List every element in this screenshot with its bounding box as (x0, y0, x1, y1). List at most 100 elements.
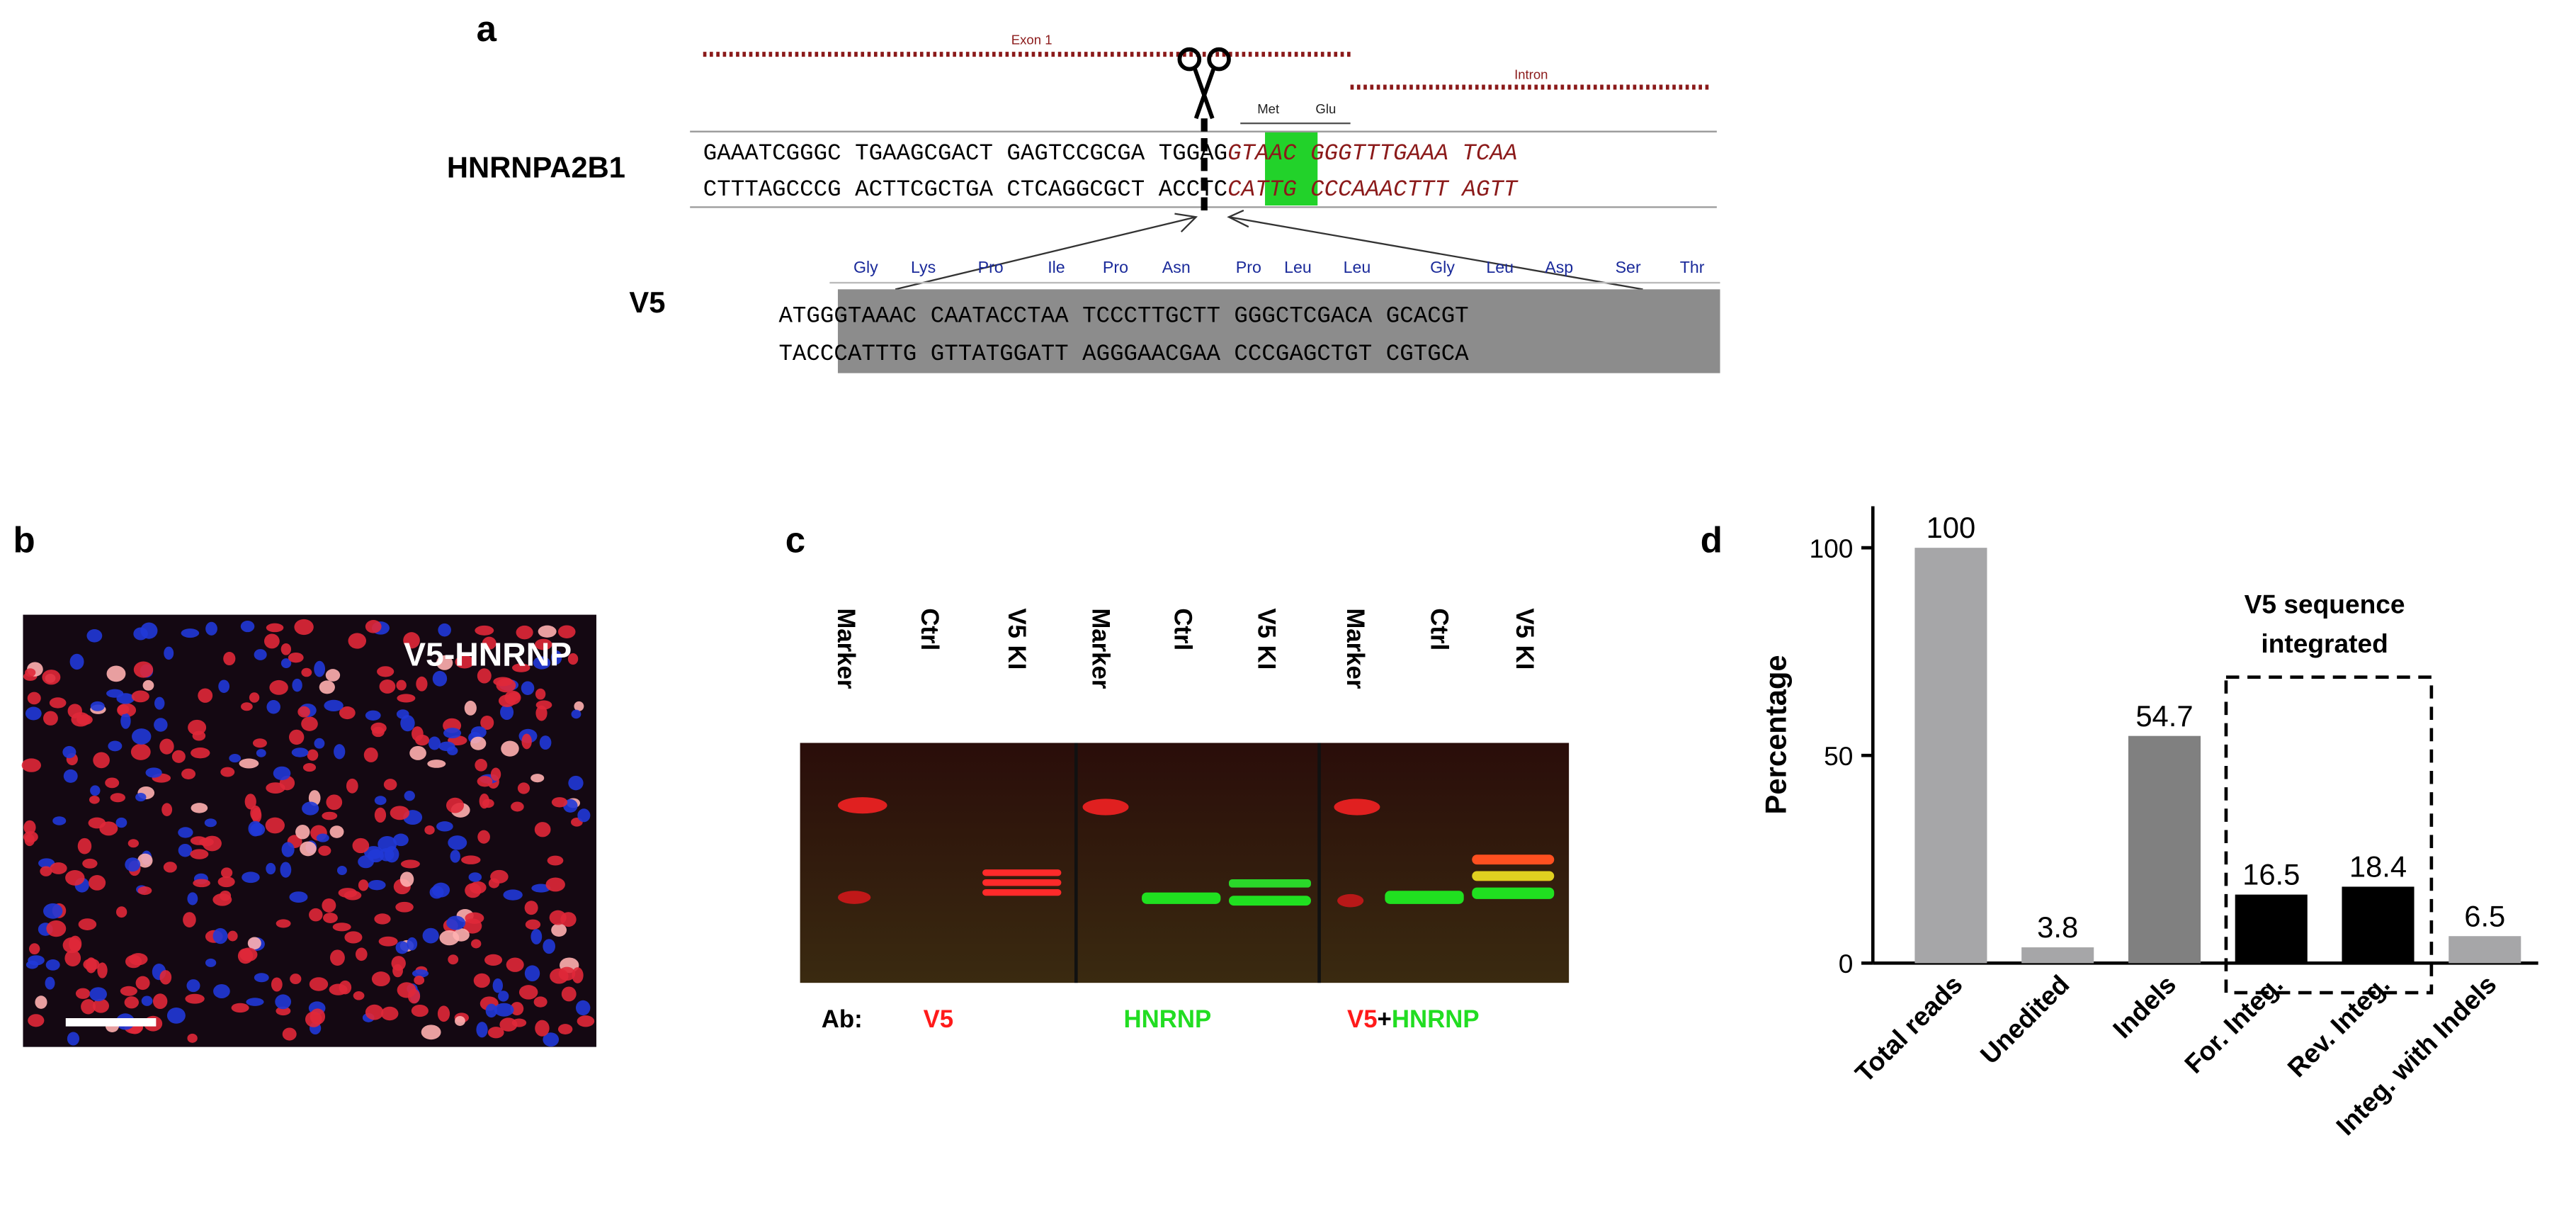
nucleus (464, 700, 477, 716)
nucleus (117, 704, 130, 715)
nucleus (64, 949, 81, 966)
nucleus (227, 930, 238, 942)
nucleus (152, 993, 168, 1010)
codon-label: Glu (1315, 101, 1336, 116)
nucleus (106, 665, 126, 682)
lane-label: Marker (1086, 608, 1113, 689)
bar (2342, 886, 2415, 964)
nucleus (539, 735, 552, 750)
nucleus (292, 678, 302, 692)
nucleus (309, 977, 329, 991)
amino-acid: Asn (1162, 258, 1191, 276)
amino-acid: Pro (1236, 258, 1261, 276)
nucleus (365, 620, 382, 633)
lane-label: Ctrl (916, 608, 943, 650)
nucleus (516, 625, 533, 640)
nucleus (21, 758, 41, 772)
x-tick-label: Rev. Integ. (2281, 969, 2395, 1083)
nucleus (479, 793, 489, 809)
nucleus (181, 628, 200, 638)
nucleus (535, 1020, 550, 1037)
x-tick-label: Indels (2107, 969, 2182, 1044)
nucleus (571, 709, 581, 719)
nucleus (77, 837, 92, 854)
gene-sequence: GAAATCGGGC TGAAGCGACT GAGTCCGCGA TGGAGGT… (703, 140, 1518, 167)
nucleus (355, 947, 368, 961)
arrow-head (1174, 213, 1198, 232)
nucleus (135, 793, 147, 802)
nucleus (399, 871, 414, 887)
intron-label: Intron (1514, 67, 1548, 81)
bar (1914, 548, 1987, 964)
intron-seq: CATTG CCCAAACTTT AGTT (1227, 176, 1519, 203)
nucleus (568, 775, 584, 791)
nucleus (266, 782, 285, 794)
nucleus (239, 947, 258, 962)
nucleus (69, 935, 82, 952)
nucleus (332, 923, 351, 932)
nucleus (490, 767, 501, 782)
nucleus (363, 747, 378, 762)
nucleus (266, 699, 280, 714)
nucleus (428, 736, 441, 750)
nucleus (110, 793, 125, 803)
nucleus (487, 1027, 504, 1039)
bar (2128, 735, 2201, 964)
nucleus (422, 927, 439, 944)
value-label: 16.5 (2242, 858, 2300, 891)
nucleus (252, 738, 267, 748)
panel-label: d (1701, 519, 1723, 560)
nucleus (188, 719, 207, 735)
amino-acid: Ile (1048, 258, 1065, 276)
nucleus (432, 670, 448, 687)
amino-acid: Lys (911, 258, 936, 276)
nucleus (35, 995, 47, 1009)
nucleus (393, 833, 409, 847)
nucleus (407, 937, 418, 951)
nucleus (473, 973, 490, 988)
nucleus (322, 811, 338, 820)
nucleus (242, 871, 260, 884)
nucleus (289, 891, 308, 903)
nucleus (353, 991, 365, 1000)
lane-label: Ctrl (1169, 608, 1196, 650)
nucleus (275, 994, 292, 1010)
antibody: V5 (924, 1006, 954, 1033)
nucleus (510, 1002, 524, 1016)
western-blot (800, 743, 1570, 983)
nucleus (88, 817, 106, 829)
nucleus (294, 619, 314, 636)
nucleus (181, 768, 196, 780)
lane-label: Marker (832, 608, 859, 689)
nucleus (511, 1018, 527, 1027)
nucleus (557, 1024, 573, 1035)
nucleus (551, 797, 568, 808)
nucleus (365, 710, 381, 721)
nucleus (475, 759, 487, 772)
nucleus (501, 740, 519, 757)
nucleus (161, 803, 173, 816)
nucleus (378, 936, 398, 947)
nucleus (141, 995, 153, 1006)
nucleus (24, 834, 35, 847)
nucleus (551, 923, 567, 937)
nucleus (496, 678, 516, 693)
nucleus (89, 795, 100, 804)
nucleus (412, 969, 429, 978)
nucleus (204, 818, 217, 828)
nucleus (288, 652, 304, 663)
nucleus (521, 733, 532, 750)
nucleus (323, 913, 338, 923)
nucleus (530, 929, 543, 944)
nucleus (485, 1003, 497, 1018)
nucleus (550, 650, 562, 665)
nucleus (482, 636, 497, 650)
nucleus (490, 869, 509, 884)
nucleus (132, 728, 152, 745)
nucleus (368, 879, 386, 891)
nucleus (334, 744, 346, 760)
nucleus (105, 777, 120, 789)
nucleus (436, 821, 453, 832)
nucleus (392, 964, 403, 978)
integration-box (2224, 675, 2434, 995)
